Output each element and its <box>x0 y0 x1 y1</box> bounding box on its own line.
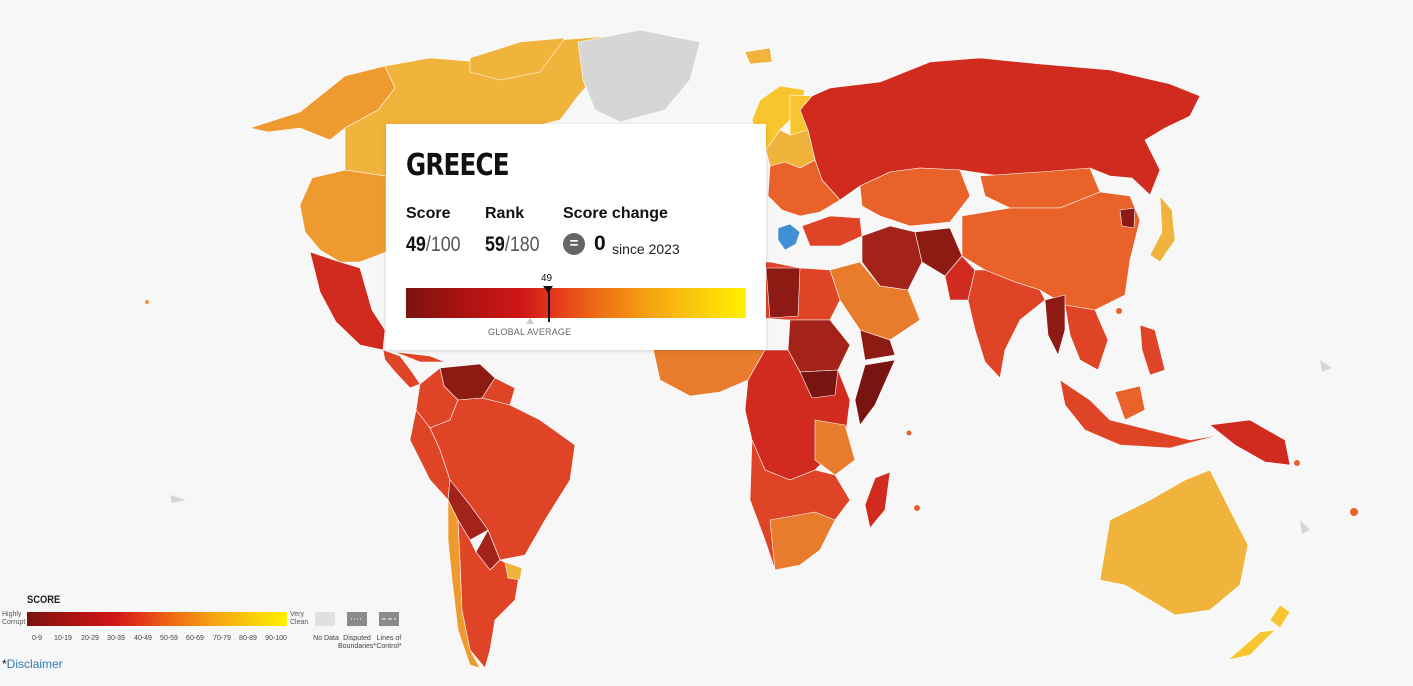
country-iceland[interactable] <box>744 47 773 65</box>
score-scale-bar <box>406 288 746 318</box>
legend-range: 20-29 <box>81 635 99 642</box>
score-change-label: Score change <box>563 205 668 222</box>
country-southeast-asia[interactable] <box>1064 304 1109 371</box>
score-marker-icon <box>543 286 553 293</box>
country-sudan[interactable] <box>787 319 851 373</box>
island-dot <box>145 300 149 304</box>
legend-high-end-line2: Clean <box>290 619 309 626</box>
country-east-africa[interactable] <box>814 419 856 476</box>
disclaimer: *Disclaimer <box>2 657 63 671</box>
island-dot <box>1294 460 1300 466</box>
country-philippines[interactable] <box>1139 324 1166 376</box>
country-usa[interactable] <box>299 169 387 263</box>
legend-range: 90-100 <box>265 635 287 642</box>
score-change-since: since 2023 <box>612 241 680 257</box>
rank-max: /180 <box>504 233 540 256</box>
legend-range: 60-69 <box>186 635 204 642</box>
legend-range: 70-79 <box>213 635 231 642</box>
dashed-line-icon <box>382 618 396 620</box>
country-myanmar[interactable] <box>1044 294 1066 356</box>
legend-range: 80-89 <box>239 635 257 642</box>
legend-range: 0-9 <box>31 635 43 642</box>
country-greenland[interactable] <box>577 29 701 123</box>
disputed-boundaries-label: Disputed Boundaries* <box>338 635 376 651</box>
country-india[interactable] <box>967 269 1046 379</box>
country-iran[interactable] <box>861 225 923 291</box>
score-marker-value: 49 <box>541 273 553 284</box>
score-value: 49/100 <box>406 233 461 257</box>
legend-range: 30-39 <box>107 635 125 642</box>
country-japan[interactable] <box>1149 195 1176 263</box>
legend-range: 50-59 <box>160 635 178 642</box>
legend-high-end-line1: Very <box>290 611 305 618</box>
country-canada-islands[interactable] <box>469 37 566 81</box>
global-average-marker-icon <box>526 318 534 324</box>
no-data-swatch <box>315 612 335 626</box>
no-data-label: No Data <box>313 635 339 642</box>
country-yemen[interactable] <box>859 329 896 361</box>
country-cuba[interactable] <box>394 351 446 363</box>
equals-icon: = <box>563 233 585 255</box>
disputed-line1: Disputed <box>343 635 371 642</box>
country-central-america[interactable] <box>382 349 421 389</box>
legend-high-end: Very Clean <box>290 611 308 627</box>
country-russia[interactable] <box>799 57 1201 201</box>
score-marker-line <box>548 286 550 322</box>
country-europe-east[interactable] <box>767 159 841 217</box>
country-argentina[interactable] <box>457 519 521 669</box>
legend-low-end: Highly Corrupt <box>2 611 25 627</box>
country-madagascar[interactable] <box>864 471 891 529</box>
disputed-line2: Boundaries* <box>338 643 377 650</box>
legend-low-end-line1: Highly <box>2 611 22 618</box>
disclaimer-link[interactable]: Disclaimer <box>6 657 63 671</box>
country-uruguay[interactable] <box>504 561 523 581</box>
lines-of-control-line2: Control* <box>376 643 402 650</box>
disclaimer-asterisk: * <box>2 657 7 671</box>
country-libya[interactable] <box>765 267 801 319</box>
lines-of-control-label: Lines of Control* <box>372 635 406 651</box>
global-average-label: GLOBAL AVERAGE <box>488 327 572 337</box>
legend-range: 40-49 <box>134 635 152 642</box>
legend-gradient-bar <box>27 612 287 626</box>
lines-of-control-swatch <box>379 612 399 626</box>
legend-low-end-line2: Corrupt <box>2 619 26 626</box>
dotted-line-icon <box>351 618 363 620</box>
legend-range: 10-19 <box>54 635 72 642</box>
island-dot <box>1116 308 1122 314</box>
country-borneo[interactable] <box>1114 385 1146 421</box>
score-legend: SCORE Highly Corrupt Very Clean 0-9 10-19 … <box>0 590 420 660</box>
country-somalia[interactable] <box>854 359 896 426</box>
rank-number: 59 <box>485 233 505 256</box>
country-south-africa[interactable] <box>769 511 836 571</box>
island-dot <box>914 505 920 511</box>
score-label: Score <box>406 205 451 222</box>
rank-label: Rank <box>485 205 525 222</box>
island-dot <box>906 430 912 436</box>
country-kazakhstan[interactable] <box>859 167 971 227</box>
country-name: GREECE <box>406 148 510 183</box>
country-mexico[interactable] <box>309 251 386 351</box>
country-new-zealand[interactable] <box>1227 604 1291 661</box>
disputed-boundaries-swatch <box>347 612 367 626</box>
island-dot <box>1350 508 1358 516</box>
country-indonesia[interactable] <box>1059 379 1221 449</box>
country-australia[interactable] <box>1099 469 1249 616</box>
country-papua-new-guinea[interactable] <box>1209 419 1291 466</box>
country-saudi-arabia[interactable] <box>829 261 921 341</box>
score-number: 49 <box>406 233 426 256</box>
lines-of-control-line1: Lines of <box>376 635 402 642</box>
country-south-sudan[interactable] <box>799 369 839 399</box>
country-north-korea[interactable] <box>1119 207 1136 229</box>
score-change-value: 0 <box>594 232 606 255</box>
legend-title: SCORE <box>27 594 61 606</box>
country-greece[interactable] <box>777 223 801 251</box>
country-turkey[interactable] <box>801 215 863 247</box>
score-max: /100 <box>425 233 461 256</box>
rank-value: 59/180 <box>485 233 540 257</box>
country-tooltip: GREECE Score Rank Score change 49/100 59… <box>386 124 766 350</box>
